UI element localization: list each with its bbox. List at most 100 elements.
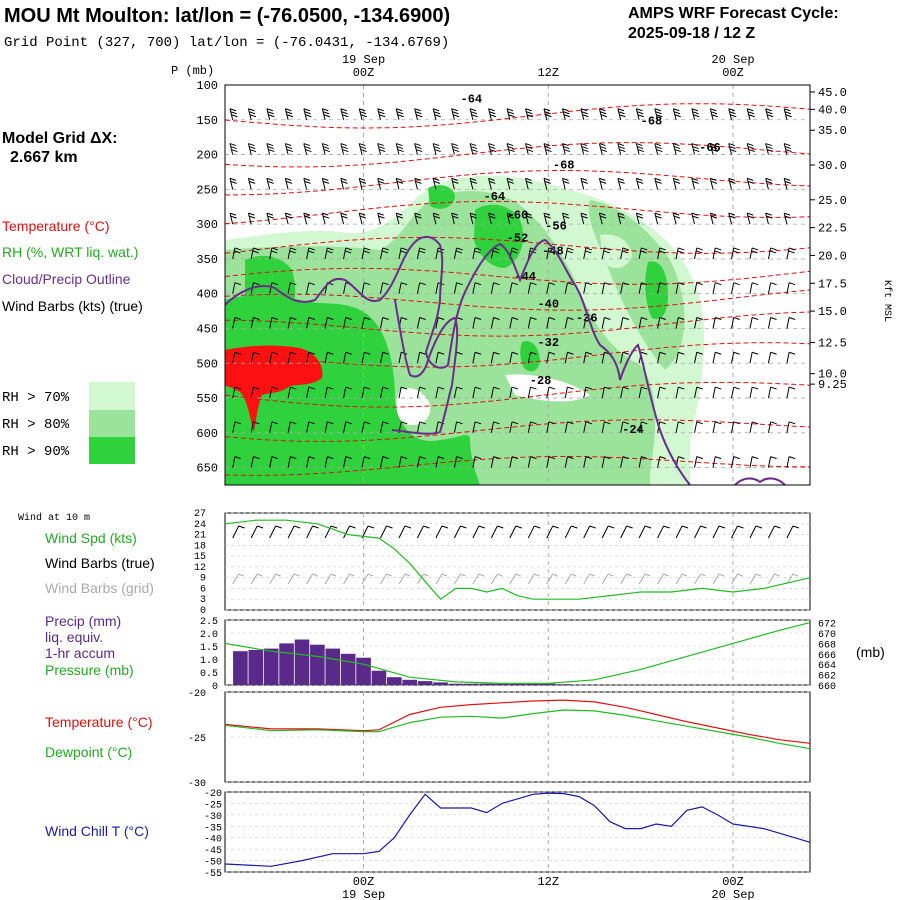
- wind-barb-staff: [303, 178, 308, 190]
- wind-barb-feather: [526, 215, 533, 219]
- dewpoint-label: Dewpoint (°C): [45, 744, 132, 760]
- wind-barb-staff: [232, 352, 236, 364]
- wind-barb-feather: [253, 351, 260, 355]
- wind-barb-feather: [567, 421, 574, 425]
- wind-barb-staff: [490, 317, 495, 329]
- wind-barb: [638, 456, 648, 468]
- wind-barb-feather: [767, 80, 773, 82]
- wind-barb-staff: [730, 456, 735, 468]
- wind-barb-feather: [266, 177, 274, 181]
- wind-barb: [657, 386, 666, 399]
- wind10-barb-true: [232, 525, 245, 539]
- wind-barb-feather: [285, 215, 293, 219]
- wind-barb: [675, 351, 685, 364]
- wind-barb-feather: [381, 250, 389, 254]
- wind-barb-staff: [749, 317, 753, 329]
- wind-barb-staff: [525, 108, 529, 120]
- wind-barb-staff: [469, 178, 474, 190]
- wind-barb: [694, 247, 703, 260]
- wind10-barb-true: [509, 525, 522, 539]
- precip-tick-label: 1.5: [200, 643, 218, 654]
- wind-barb-feather: [451, 143, 458, 147]
- wind10-barb-grid: [398, 573, 411, 585]
- wind-barb-staff: [453, 456, 458, 468]
- precip-bar: [479, 683, 495, 685]
- wind-barb-feather: [563, 215, 570, 219]
- wind-barb-feather: [730, 80, 736, 82]
- wind-barb-feather: [396, 146, 404, 150]
- wind-barb-feather: [546, 80, 552, 82]
- legend-rh: RH (%, WRT liq. wat.): [2, 244, 138, 260]
- wind-barb-feather: [637, 149, 645, 153]
- wind-barb-staff: [284, 213, 289, 225]
- wind10-barb-true: [601, 525, 615, 539]
- wind-barb: [306, 421, 315, 433]
- wind-barb-staff: [712, 247, 716, 260]
- wind10-barb-grid-staff: [453, 573, 461, 585]
- wind-barb-staff: [638, 85, 640, 86]
- wind-barb: [287, 282, 297, 294]
- wind-barb-staff: [617, 178, 622, 190]
- temperature-tick-label: -30: [188, 779, 206, 790]
- wind-barb-feather: [765, 108, 772, 112]
- wind-barb-feather: [511, 282, 519, 286]
- wind-barb-staff: [306, 247, 310, 260]
- precip-bar: [402, 679, 418, 685]
- wind-barb-feather: [507, 111, 514, 115]
- wind-barb-feather: [416, 149, 423, 153]
- wind-barb-feather: [456, 317, 463, 320]
- wind-barb: [675, 85, 677, 86]
- wind-barb: [730, 456, 740, 468]
- temperature-contour: [225, 342, 810, 368]
- wind-barb-feather: [712, 80, 718, 82]
- wind-barb: [546, 456, 556, 468]
- wind-barb-feather: [604, 456, 611, 460]
- wind-barb-staff: [358, 108, 363, 120]
- wind-barb-staff: [672, 143, 677, 155]
- wind-barb-staff: [638, 247, 642, 260]
- wind-barb: [358, 177, 367, 190]
- wind10-barb-grid-staff: [768, 573, 775, 585]
- wind-barb-feather: [580, 212, 588, 216]
- wind-barb-feather: [344, 250, 352, 254]
- wind10-barb-grid-feather: [386, 573, 392, 577]
- wind-barb-feather: [788, 386, 796, 390]
- wind-barb: [694, 351, 703, 364]
- wind-barb: [675, 317, 685, 329]
- wind-barb-staff: [509, 317, 513, 329]
- wind-barb: [306, 351, 315, 364]
- legend-rh90-label: RH > 90%: [2, 444, 70, 460]
- wind-barb-feather: [636, 146, 644, 150]
- wind-barb-staff: [675, 317, 679, 329]
- wind-barb-feather: [308, 351, 315, 355]
- wind-barb-staff: [691, 213, 696, 225]
- wind-barb-feather: [234, 282, 242, 286]
- wind-barb: [546, 317, 556, 329]
- wind-barb: [343, 456, 352, 468]
- wind-barb-feather: [691, 177, 698, 181]
- wind-barb-staff: [617, 108, 622, 120]
- wind10-barb-grid: [768, 573, 780, 585]
- wind-barb: [691, 143, 700, 155]
- wind-barb: [564, 421, 574, 433]
- wind-barb-staff: [691, 108, 696, 120]
- wind-barb-feather: [253, 282, 260, 286]
- cloud-precip-outline: [225, 236, 691, 485]
- wind-barb-feather: [617, 212, 625, 216]
- wind-barb-feather: [433, 146, 441, 150]
- wind-barb-feather: [696, 456, 703, 460]
- wind-barb-staff: [303, 143, 308, 155]
- wind-barb-feather: [770, 386, 777, 390]
- wind-barb-staff: [786, 352, 790, 364]
- wind-barb-staff: [435, 386, 439, 399]
- wind10-barb-grid-staff: [620, 573, 628, 585]
- wind-barb-feather: [327, 247, 334, 251]
- wind-barb-feather: [345, 456, 352, 460]
- wind-barb-feather: [638, 80, 644, 82]
- wind-barb-feather: [525, 143, 532, 147]
- wind-barb-staff: [324, 247, 328, 260]
- wind-barb-staff: [617, 143, 622, 155]
- wind-barb: [324, 386, 334, 399]
- wind-barb-feather: [656, 80, 662, 82]
- wind-barb-feather: [582, 149, 589, 153]
